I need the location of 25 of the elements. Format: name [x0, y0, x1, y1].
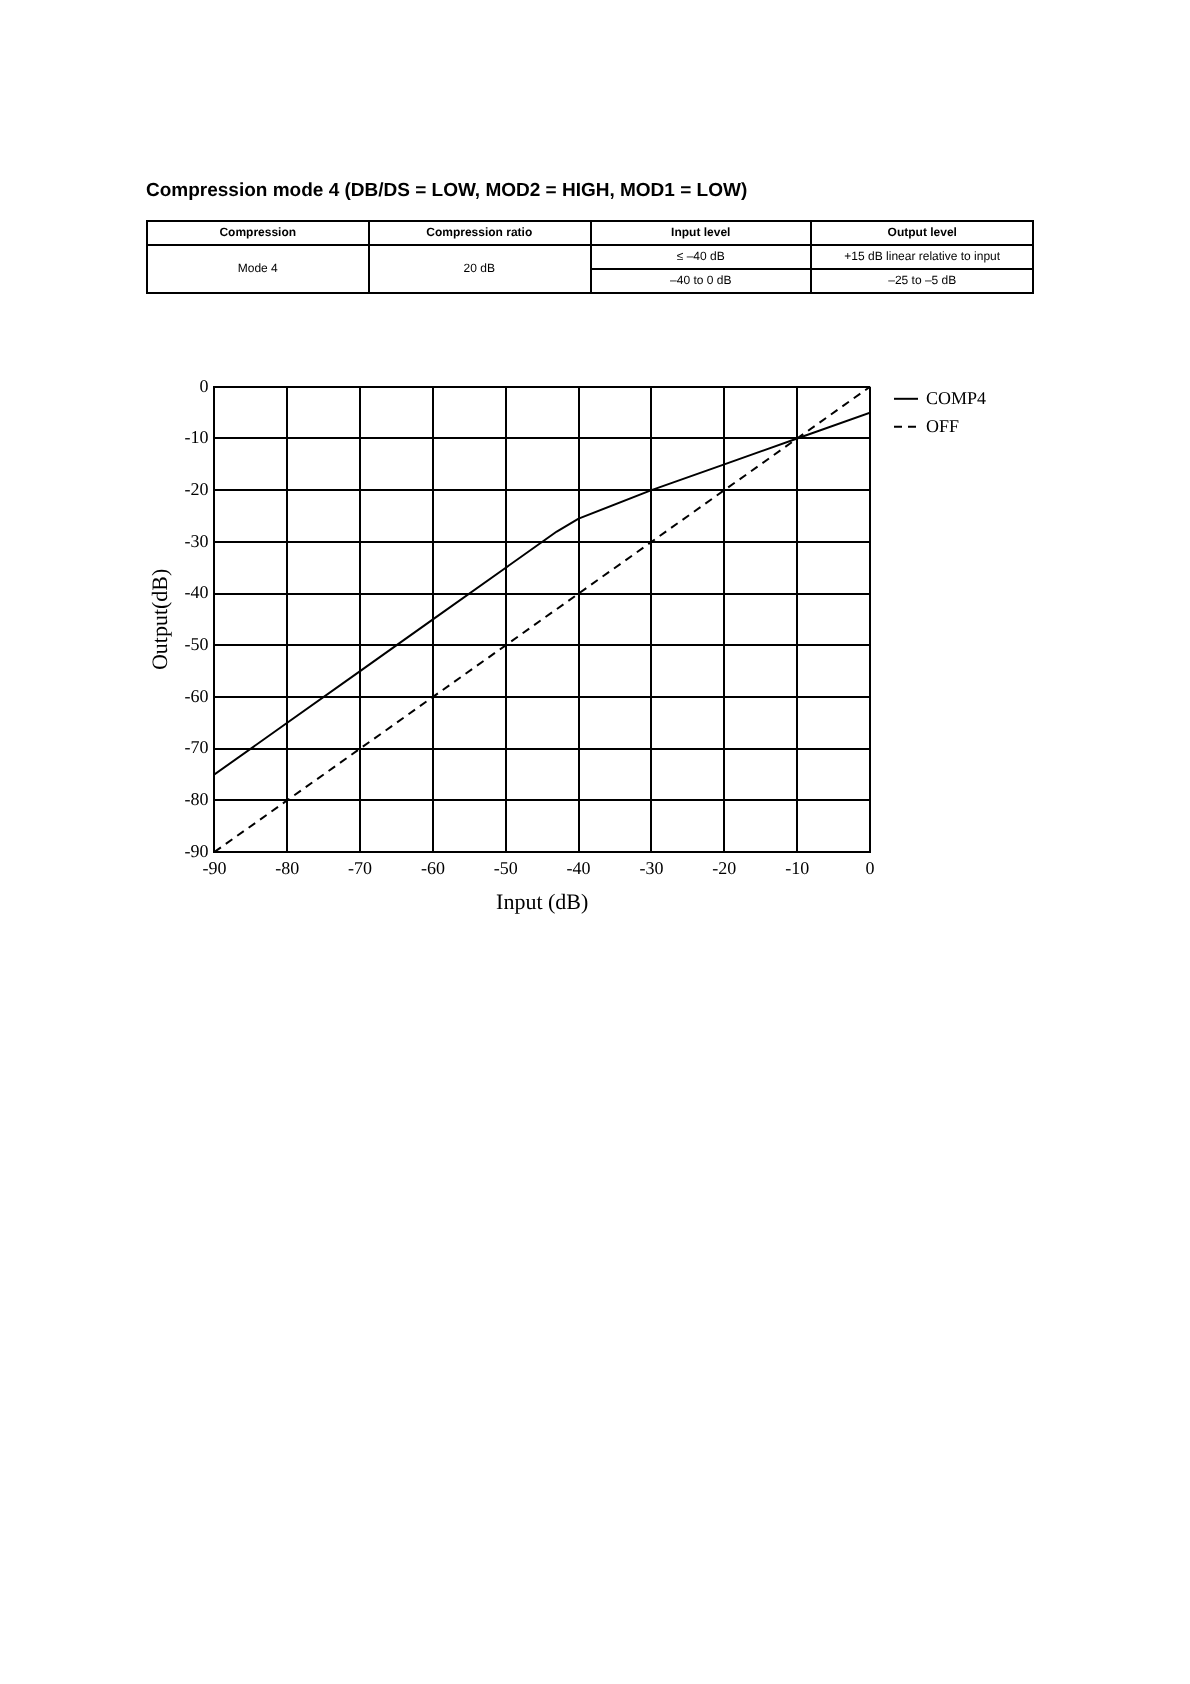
y-tick-label: -50 — [184, 633, 210, 654]
x-tick-label: -80 — [275, 857, 301, 878]
y-tick-label: -20 — [184, 478, 210, 499]
y-axis-title: Output(dB) — [148, 568, 173, 671]
y-tick-label: -90 — [184, 840, 210, 861]
legend-label: OFF — [926, 415, 960, 436]
x-tick-label: -50 — [493, 857, 519, 878]
x-tick-label: -60 — [420, 857, 446, 878]
y-tick-label: -40 — [184, 582, 210, 603]
x-tick-label: -40 — [566, 857, 592, 878]
x-axis-title: Input (dB) — [496, 890, 589, 915]
y-tick-label: -70 — [184, 737, 210, 758]
y-tick-label: -30 — [184, 530, 210, 551]
y-tick-label: 0 — [199, 375, 210, 396]
x-tick-label: -70 — [348, 857, 374, 878]
y-tick-label: -80 — [184, 789, 210, 810]
y-tick-label: -60 — [184, 685, 210, 706]
x-tick-label: -10 — [785, 857, 811, 878]
x-tick-label: 0 — [865, 857, 876, 878]
chart-title: Compression mode 4 (DB/DS = LOW, MOD2 = HIGH, MOD1 = LOW) — [146, 180, 748, 202]
y-tick-label: -10 — [184, 427, 210, 448]
x-tick-label: -90 — [202, 857, 228, 878]
x-tick-label: -20 — [712, 857, 738, 878]
legend-label: COMP4 — [926, 387, 988, 408]
x-tick-label: -30 — [639, 857, 665, 878]
